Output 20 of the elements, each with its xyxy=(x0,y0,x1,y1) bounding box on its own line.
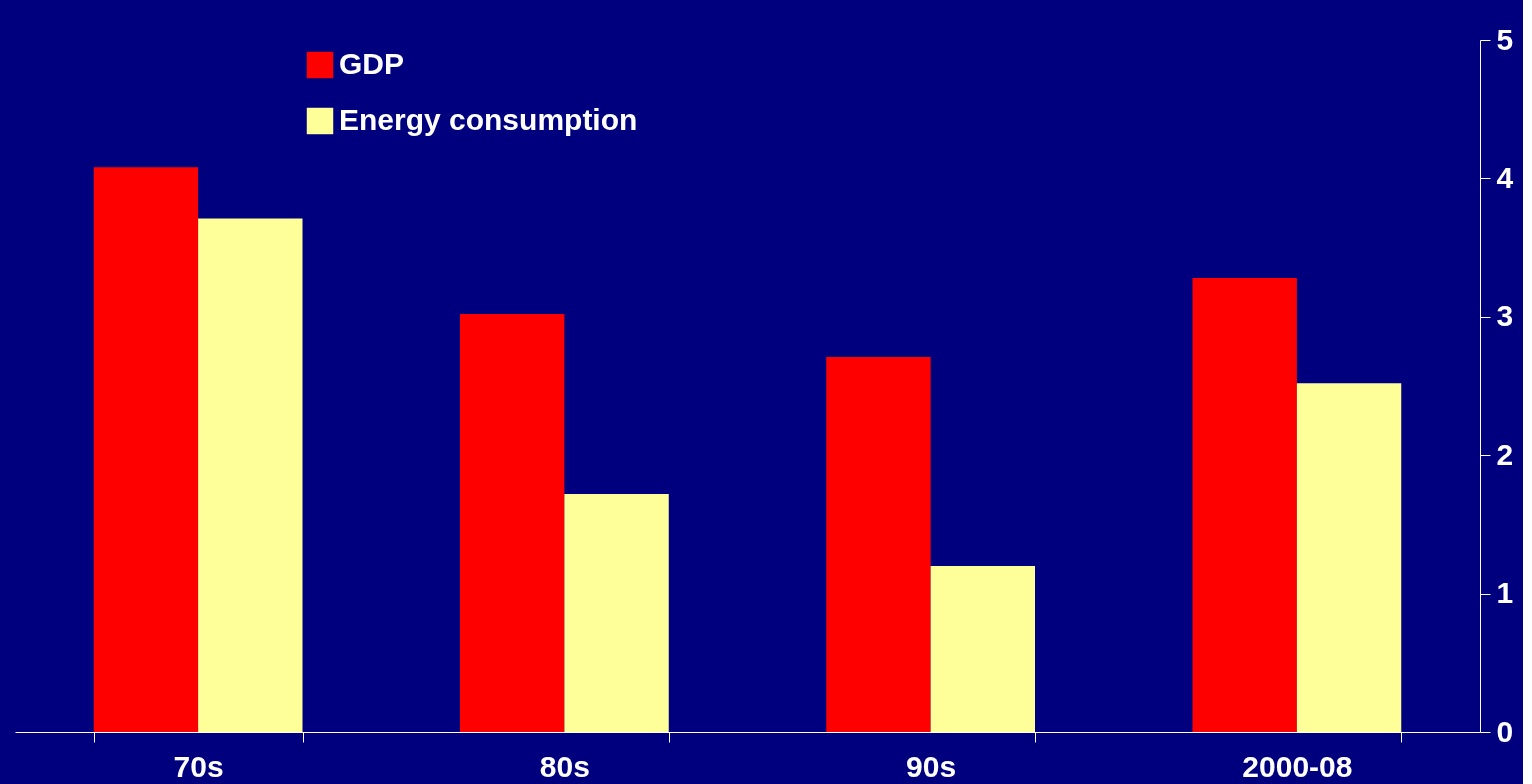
y-tick-label: 5 xyxy=(1496,22,1514,56)
bar xyxy=(459,314,565,732)
y-tick-label: 1 xyxy=(1496,576,1514,610)
y-tick-label: 0 xyxy=(1496,714,1514,748)
x-tick-label: 70s xyxy=(173,749,224,783)
bar xyxy=(826,356,931,732)
bar xyxy=(198,218,303,732)
bar xyxy=(1296,383,1402,732)
y-tick-label: 2 xyxy=(1496,437,1514,471)
bar xyxy=(1192,278,1297,732)
x-tick-label: 90s xyxy=(906,749,957,783)
x-tick-label: 2000-08 xyxy=(1242,749,1353,783)
bar xyxy=(930,565,1036,732)
y-tick-label: 3 xyxy=(1496,299,1514,333)
x-tick-label: 80s xyxy=(539,749,590,783)
bar xyxy=(564,493,669,732)
legend-label: GDP xyxy=(339,47,405,80)
bar xyxy=(93,167,199,732)
y-tick-label: 4 xyxy=(1496,160,1514,194)
legend-label: Energy consumption xyxy=(339,103,638,136)
